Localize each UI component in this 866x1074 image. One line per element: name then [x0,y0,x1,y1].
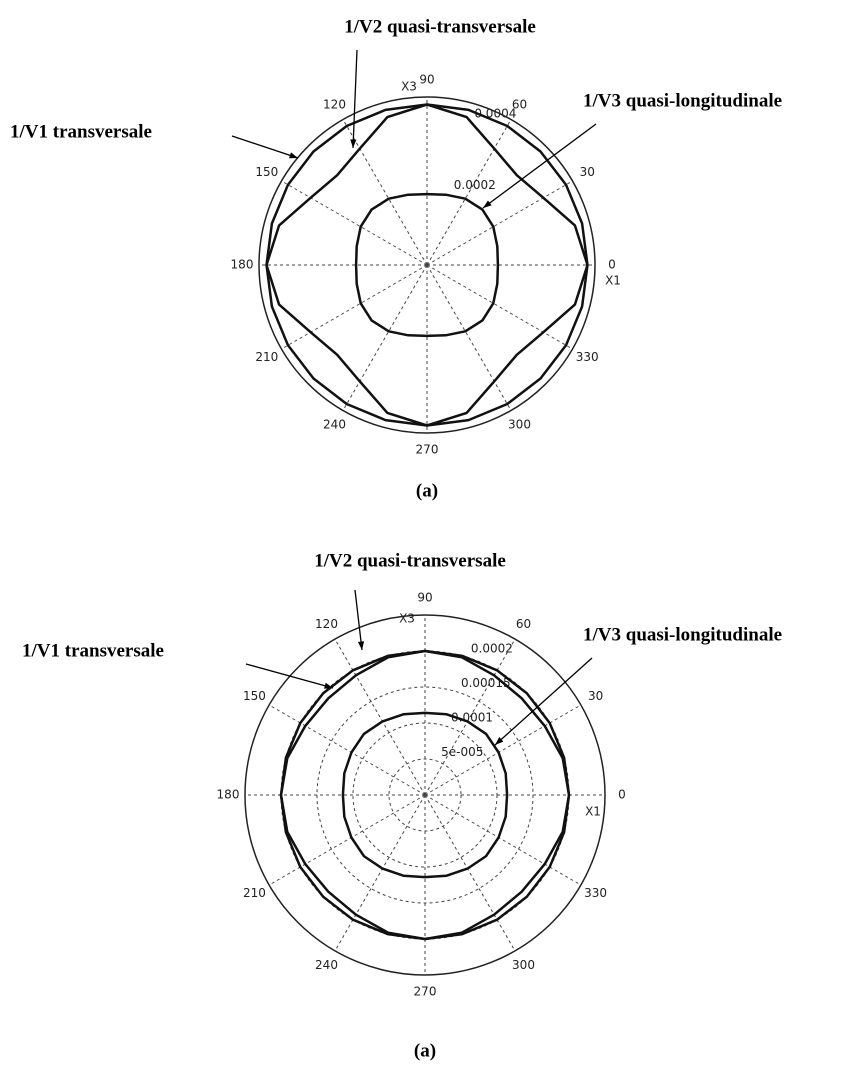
annotation-arrow [482,123,597,209]
curve [341,711,509,879]
caption: (a) [414,1040,436,1061]
x-axis-label: X1 [605,274,621,288]
outer-circle [258,96,596,434]
angle-label: 0 [608,258,616,272]
spoke [426,119,512,266]
angle-label: 150 [243,689,266,703]
series-label: 1/V1 transversale [10,121,152,142]
series-label: 1/V3 quasi-longitudinale [583,90,782,111]
arrow-head [483,200,492,208]
angle-label: 120 [315,617,338,631]
annotation-arrow [245,663,334,689]
angle-label: 120 [323,97,346,111]
angle-label: 210 [255,350,278,364]
angle-label: 180 [217,788,240,802]
curve [354,192,500,338]
angle-label: 300 [508,418,531,432]
spoke [268,794,426,886]
grid-circle [352,722,498,868]
grid-circle [316,686,534,904]
angle-label: 90 [419,73,434,87]
arrow-head [289,152,298,159]
annotation-arrow [352,49,358,149]
spoke [426,180,573,266]
annotation-arrow [231,135,299,159]
arrow-head [495,737,504,745]
y-axis-label: X3 [401,80,417,94]
y-axis-label: X3 [399,612,415,626]
angle-label: 150 [255,165,278,179]
spoke [268,704,426,796]
series-label: 1/V2 quasi-transversale [314,550,506,571]
r-tick-label: 0.0001 [451,711,493,725]
r-tick-label: 0.0004 [474,106,516,120]
arrow-head [324,682,333,689]
spoke [424,794,516,952]
series-label: 1/V2 quasi-transversale [344,16,536,37]
annotation-arrow [354,589,363,651]
angle-label: 240 [315,958,338,972]
grid-circle [388,758,462,832]
spoke [281,264,428,350]
spoke [334,638,426,796]
spoke [342,119,428,266]
arrow-head [350,139,357,148]
x-axis-label: X1 [585,805,601,819]
caption: (a) [416,480,438,501]
angle-label: 210 [243,886,266,900]
angle-label: 0 [618,788,626,802]
spoke [426,264,512,411]
spoke [334,794,426,952]
curve [279,649,571,941]
spoke [342,264,428,411]
spoke [424,638,516,796]
spoke [424,704,582,796]
series-label: 1/V3 quasi-longitudinale [583,624,782,645]
angle-label: 330 [584,886,607,900]
angle-label: 270 [414,985,437,999]
angle-label: 300 [512,958,535,972]
angle-label: 60 [512,97,527,111]
spoke [424,794,582,886]
angle-label: 30 [588,689,603,703]
angle-label: 60 [516,617,531,631]
outer-circle [244,614,606,976]
annotation-arrow [494,657,593,746]
series-label: 1/V1 transversale [22,640,164,661]
arrow-head [357,641,365,650]
angle-label: 90 [417,591,432,605]
spoke [281,180,428,266]
r-tick-label: 5e-005 [441,745,483,759]
curve [265,103,589,427]
angle-label: 180 [231,258,254,272]
angle-label: 330 [576,350,599,364]
r-tick-label: 0.0002 [471,641,513,655]
angle-label: 30 [580,165,595,179]
angle-label: 240 [323,418,346,432]
r-tick-label: 0.0002 [454,178,496,192]
angle-label: 270 [416,443,439,457]
spoke [426,264,573,350]
